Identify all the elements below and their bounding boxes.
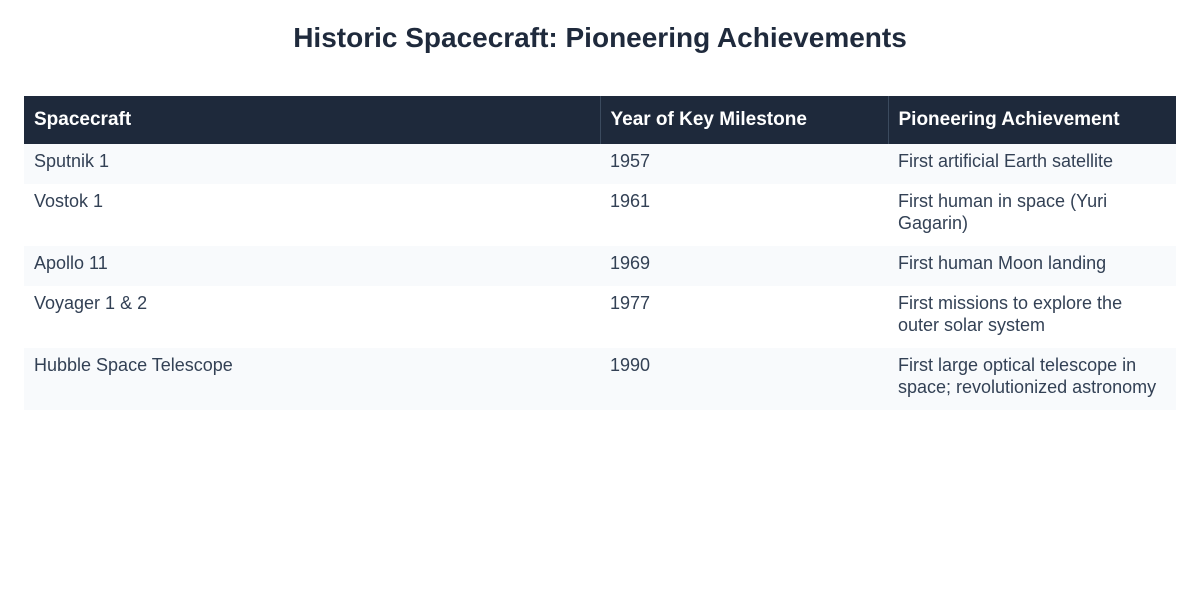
table-cell: First human Moon landing <box>888 246 1176 286</box>
table-row: Hubble Space Telescope 1990 First large op… <box>24 348 1176 410</box>
column-header: Year of Key Milestone <box>599 96 888 144</box>
table-row: Voyager 1 & 2 1977 First missions to explo… <box>24 286 1176 348</box>
table-cell: First human in space (Yuri Gagarin) <box>898 191 1108 233</box>
table-cell: 1977 <box>610 293 651 313</box>
table-cell: Vostok 1 <box>34 191 104 211</box>
table-cell: Voyager 1 & 2 <box>34 293 148 313</box>
table-cell: 1957 <box>600 144 888 184</box>
table-head: Spacecraft Year of Key Milestone Pioneerin… <box>24 96 1176 144</box>
table-row: Vostok 1 1961 First human in space (Yuri G… <box>24 184 1176 246</box>
column-header: Pioneering Achievement <box>887 96 1176 144</box>
data-table: Spacecraft Year of Key Milestone Pioneerin… <box>24 96 1176 410</box>
table-cell: Apollo 11 <box>24 246 600 286</box>
table-cell: First large optical telescope in space; … <box>888 348 1176 410</box>
table-body: Sputnik 1 1957 First artificial Earth sate… <box>24 144 1176 410</box>
table-row: Apollo 11 1969 First human Moon landing <box>24 246 1176 286</box>
table-cell: Hubble Space Telescope <box>24 348 600 410</box>
table-cell: First missions to explore the outer sola… <box>898 293 1123 335</box>
page-title: Historic Spacecraft: Pioneering Achievem… <box>293 22 907 53</box>
header-row: Spacecraft Year of Key Milestone Pioneerin… <box>24 96 1176 144</box>
table-cell: 1969 <box>600 246 888 286</box>
table-cell: First artificial Earth satellite <box>888 144 1176 184</box>
table-cell: Sputnik 1 <box>24 144 600 184</box>
table-row: Sputnik 1 1957 First artificial Earth sate… <box>24 144 1176 184</box>
table-cell: 1961 <box>610 191 651 211</box>
column-header: Spacecraft <box>24 96 600 144</box>
table-cell: 1990 <box>600 348 888 410</box>
